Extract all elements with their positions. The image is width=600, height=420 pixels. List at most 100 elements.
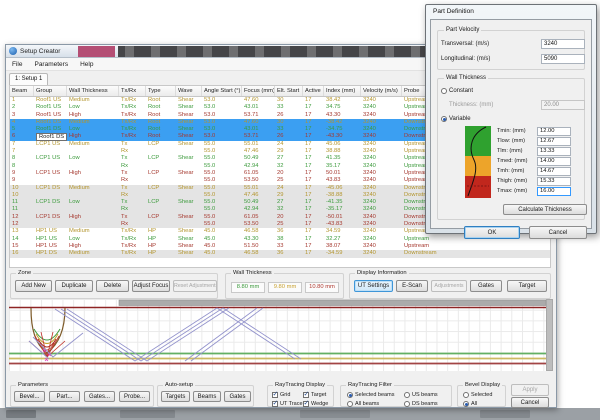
table-row[interactable]: 11 Rx 55.0 42.94 32 17 -35.17 3240 Downstream xyxy=(10,206,550,214)
table-row[interactable]: 10 Rx 55.0 47.46 29 17 -38.88 3240 Downstream xyxy=(10,191,550,200)
column-header[interactable]: Active xyxy=(303,86,324,96)
column-header[interactable]: Focus (mm) xyxy=(244,86,275,96)
apply-button[interactable]: Apply xyxy=(511,384,549,396)
checkbox-grid[interactable]: Grid xyxy=(272,390,303,399)
cell-txrx: Tx/Rx xyxy=(121,118,137,125)
tmed-input[interactable]: 14.00 xyxy=(537,156,571,166)
radio-variable[interactable]: Variable xyxy=(441,114,585,123)
radio-selected-beams[interactable]: Selected beams xyxy=(347,390,404,399)
tlow-input[interactable]: 12.67 xyxy=(537,136,571,146)
calculate-thickness-button[interactable]: Calculate Thickness xyxy=(503,204,587,215)
dialog-title[interactable]: Part Definition xyxy=(433,8,474,15)
probe-button[interactable]: Probe... xyxy=(119,391,150,402)
raytracing-plot xyxy=(9,299,546,371)
longitudinal-input[interactable]: 5090 xyxy=(541,53,585,64)
radio-icon xyxy=(404,400,410,407)
reset-adjustments-button[interactable]: Reset Adjustments xyxy=(173,280,217,292)
thickness-input[interactable]: 20.00 xyxy=(541,99,585,110)
cell-vel: 3240 xyxy=(363,118,376,125)
table-row[interactable]: 3 Roof1 US High Tx/Rx Root Shear 53.0 53.71 26 17… xyxy=(10,112,550,119)
column-header[interactable]: Beam xyxy=(10,86,34,96)
table-row[interactable]: 12 LCP1 DS High Tx LCP Shear 55.0 61.05 20 17 -50.… xyxy=(10,213,550,222)
checkbox-ut-trace[interactable]: UT Trace xyxy=(272,399,303,408)
column-header[interactable]: Elt. Start xyxy=(275,86,303,96)
cell-angle: 55.0 xyxy=(204,177,216,184)
targets-button[interactable]: Targets xyxy=(161,391,190,402)
cell-vel: 3240 xyxy=(363,250,376,257)
part-button[interactable]: Part... xyxy=(49,391,80,402)
cell-beam: 11 xyxy=(12,206,19,213)
table-row[interactable]: 7 LCP1 US Medium Tx LCP Shear 55.0 55.01 24 17 45.… xyxy=(10,141,550,148)
cell-wave xyxy=(176,177,202,184)
column-header[interactable]: Angle Start (°) xyxy=(204,86,242,96)
cell-probe: Downstream xyxy=(404,118,437,125)
table-row[interactable]: 5 Roof1 DS Low Tx/Rx Root Shear 53.0 43.01 33 17 -… xyxy=(10,126,550,134)
tab-setup1[interactable]: 1: Setup 1 xyxy=(9,73,49,85)
column-header[interactable]: Wall Thickness xyxy=(67,86,119,96)
duplicate-button[interactable]: Duplicate xyxy=(55,280,93,292)
thigh-input[interactable]: 15.33 xyxy=(537,176,571,186)
table-row[interactable]: 7 Rx 55.0 47.46 29 17 38.88 3240 Upstream xyxy=(10,148,550,155)
cell-index: 41.35 xyxy=(326,155,341,162)
cell-beam: 16 xyxy=(12,250,19,257)
column-header[interactable]: Tx/Rx xyxy=(119,86,146,96)
column-header[interactable]: Velocity (m/s) xyxy=(361,86,402,96)
column-header[interactable]: Wave xyxy=(176,86,202,96)
table-row[interactable]: 1 Roof1 US Medium Tx/Rx Root Shear 53.0 47.60 30… xyxy=(10,97,550,104)
table-row[interactable]: 8 Rx 55.0 42.94 32 17 35.17 3240 Upstream xyxy=(10,163,550,170)
cell-type: LCP xyxy=(148,169,160,176)
taskbar-item xyxy=(120,410,175,418)
radio-us-beams[interactable]: US beams xyxy=(404,390,450,399)
cell-edit-box[interactable]: Roof1 DS xyxy=(36,133,67,141)
table-row[interactable]: 11 LCP1 DS Low Tx LCP Shear 55.0 50.49 27 17 -41.3… xyxy=(10,199,550,207)
ok-button[interactable]: OK xyxy=(464,226,520,239)
gates-auto-button[interactable]: Gates xyxy=(224,391,251,402)
gates-button[interactable]: Gates xyxy=(470,280,502,292)
delete-button[interactable]: Delete xyxy=(96,280,129,292)
cancel-button[interactable]: Cancel xyxy=(511,397,549,408)
checkbox-target[interactable]: Target xyxy=(303,390,333,399)
table-row[interactable]: 8 LCP1 US Low Tx LCP Shear 55.0 50.49 27 17 41.35 3… xyxy=(10,155,550,162)
cell-wave: Shear xyxy=(178,250,194,257)
radio-constant[interactable]: Constant xyxy=(441,86,585,95)
radio-bevel-all[interactable]: All xyxy=(463,399,492,408)
menu-parameters[interactable]: Parameters xyxy=(34,60,69,68)
adjustments-button[interactable]: Adjustments xyxy=(431,280,467,292)
table-row[interactable]: 9 LCP1 US High Tx LCP Shear 55.0 61.05 20 17 50.01… xyxy=(10,170,550,177)
checkbox-wedge[interactable]: Wedge xyxy=(303,399,333,408)
titlebar[interactable]: Setup Creator xyxy=(6,45,556,58)
table-row[interactable]: 15 HP1 US High Tx/Rx HP Shear 45.0 51.50 33 17 38.… xyxy=(10,243,550,250)
menu-file[interactable]: File xyxy=(12,60,23,68)
adjust-focus-button[interactable]: Adjust Focus xyxy=(132,280,170,292)
table-row[interactable]: 13 HP1 US Medium Tx/Rx HP Shear 45.0 46.58 36 17 3… xyxy=(10,228,550,235)
table-row[interactable]: 12 Rx 55.0 53.50 25 17 -43.83 3240 Downstream xyxy=(10,221,550,229)
table-row[interactable]: 10 LCP1 DS Medium Tx LCP Shear 55.0 55.01 24 17 -4… xyxy=(10,184,550,192)
cell-wt: Low xyxy=(69,126,80,133)
table-row[interactable]: 9 Rx 55.0 53.50 25 17 43.83 3240 Upstream xyxy=(10,177,550,184)
gates-params-button[interactable]: Gates... xyxy=(84,391,115,402)
bevel-button[interactable]: Bevel... xyxy=(14,391,45,402)
radio-all-beams[interactable]: All beams xyxy=(347,399,404,408)
add-new-button[interactable]: Add New xyxy=(15,280,52,292)
table-row[interactable]: 6 Roof1 DS High Tx/Rx Root Shear 53.0 53.71 26 17… xyxy=(10,133,550,141)
tmh-input[interactable]: 14.67 xyxy=(537,166,571,176)
beams-button[interactable]: Beams xyxy=(193,391,221,402)
menu-help[interactable]: Help xyxy=(80,60,94,68)
table-row[interactable]: 2 Roof1 US Low Tx/Rx Root Shear 53.0 43.01 33 17 3… xyxy=(10,104,550,111)
column-header[interactable]: Index (mm) xyxy=(324,86,361,96)
radio-bevel-selected[interactable]: Selected xyxy=(463,390,492,399)
table-row[interactable]: 14 HP1 US Low Tx/Rx HP Shear 45.0 43.30 38 17 32.2… xyxy=(10,236,550,243)
table-row[interactable]: 4 Roof1 DS Medium Tx/Rx Root Shear 53.0 47.60 30… xyxy=(10,118,550,127)
e-scan-button[interactable]: E-Scan xyxy=(396,280,428,292)
radio-ds-beams[interactable]: DS beams xyxy=(404,399,450,408)
ut-settings-button[interactable]: UT Settings xyxy=(354,280,393,292)
dialog-cancel-button[interactable]: Cancel xyxy=(529,226,587,239)
column-header[interactable]: Group xyxy=(34,86,67,96)
tmin-input[interactable]: 12.00 xyxy=(537,126,571,136)
table-row[interactable]: 16 HP1 DS Medium Tx/Rx HP Shear 45.0 46.58 36 17 -… xyxy=(10,250,550,258)
tmax-input[interactable]: 16.00 xyxy=(537,186,571,196)
transversal-input[interactable]: 3240 xyxy=(541,38,585,49)
target-button[interactable]: Target xyxy=(507,280,547,292)
column-header[interactable]: Type xyxy=(146,86,176,96)
tlm-input[interactable]: 13.33 xyxy=(537,146,571,156)
